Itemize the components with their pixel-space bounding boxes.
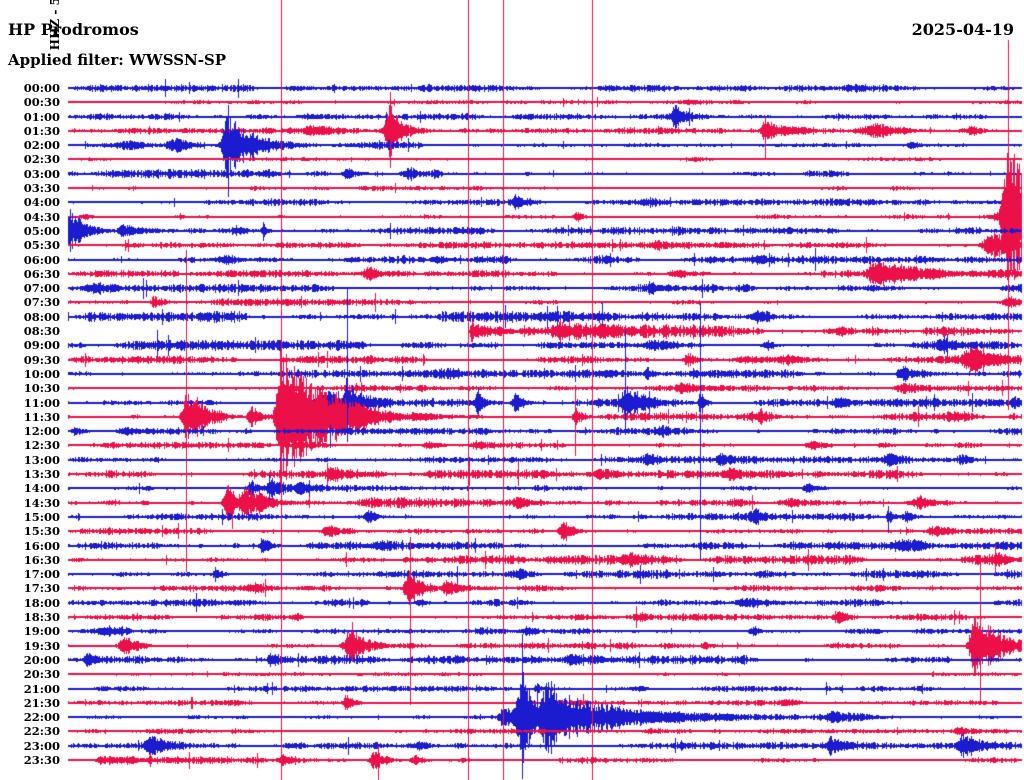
time-label: 16:30 (23, 552, 60, 567)
time-label: 06:30 (23, 266, 60, 281)
time-label: 10:00 (23, 366, 60, 381)
time-label: 22:00 (23, 710, 60, 725)
channel-scale-axis-label: HHZ - 50000 (48, 0, 62, 51)
time-label: 18:00 (23, 595, 60, 610)
time-label: 12:30 (23, 438, 60, 453)
time-label: 11:00 (23, 395, 60, 410)
time-label: 01:30 (23, 123, 60, 138)
time-label: 20:00 (23, 652, 60, 667)
time-label: 06:00 (23, 252, 60, 267)
time-label: 15:30 (23, 524, 60, 539)
time-label: 10:30 (23, 381, 60, 396)
time-label: 19:30 (23, 638, 60, 653)
time-label: 14:30 (23, 495, 60, 510)
time-label: 03:30 (23, 181, 60, 196)
time-label: 08:30 (23, 324, 60, 339)
time-label: 20:30 (23, 667, 60, 682)
time-label: 00:30 (23, 95, 60, 110)
time-label: 13:00 (23, 452, 60, 467)
time-label: 09:30 (23, 352, 60, 367)
time-label: 22:30 (23, 724, 60, 739)
time-label: 12:00 (23, 424, 60, 439)
time-label: 19:00 (23, 624, 60, 639)
time-label: 18:30 (23, 610, 60, 625)
time-label: 15:00 (23, 509, 60, 524)
time-label: 17:30 (23, 581, 60, 596)
time-label: 03:00 (23, 166, 60, 181)
time-label: 21:00 (23, 681, 60, 696)
time-label: 04:30 (23, 209, 60, 224)
time-label: 02:30 (23, 152, 60, 167)
date-label: 2025-04-19 (911, 20, 1014, 39)
time-label: 09:00 (23, 338, 60, 353)
time-label: 02:00 (23, 138, 60, 153)
time-label: 05:30 (23, 238, 60, 253)
time-label: 17:00 (23, 567, 60, 582)
time-label: 00:00 (23, 81, 60, 95)
time-label: 05:00 (23, 223, 60, 238)
time-label: 07:30 (23, 295, 60, 310)
time-label: 14:00 (23, 481, 60, 496)
time-label: 16:00 (23, 538, 60, 553)
time-label: 11:30 (23, 409, 60, 424)
station-title: HP Prodromos (8, 20, 139, 39)
time-label: 23:30 (23, 753, 60, 767)
time-label: 01:00 (23, 109, 60, 124)
time-label: 23:00 (23, 738, 60, 753)
time-label: 08:00 (23, 309, 60, 324)
time-label: 07:00 (23, 281, 60, 296)
time-label: 21:30 (23, 695, 60, 710)
time-label: 13:30 (23, 467, 60, 482)
time-label: 04:00 (23, 195, 60, 210)
applied-filter-label: Applied filter: WWSSN-SP (8, 51, 227, 69)
